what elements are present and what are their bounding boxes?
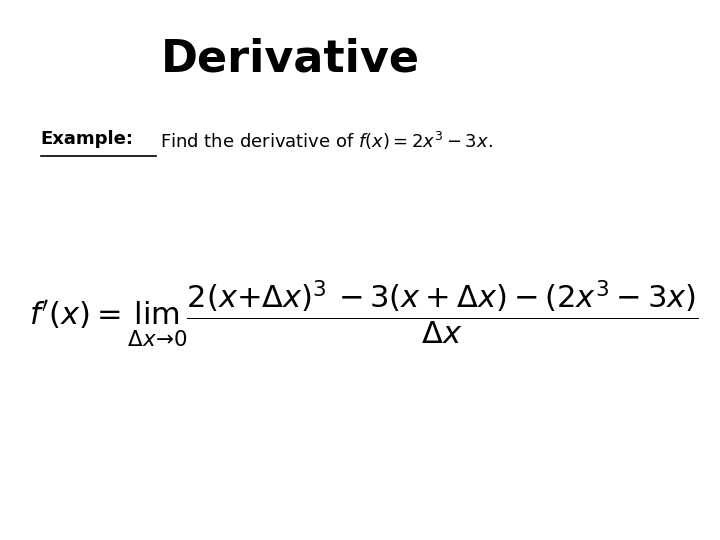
Text: Find the derivative of $f(x) = 2x^3 - 3x.$: Find the derivative of $f(x) = 2x^3 - 3x… [160, 130, 492, 152]
Text: $f^{\prime}(x) = \lim_{\Delta x \to 0} \dfrac{2(x+\Delta x)^3 - 3(x + \Delta x) : $f^{\prime}(x) = \lim_{\Delta x \to 0} \… [29, 278, 698, 348]
Text: Example:: Example: [40, 130, 134, 147]
Text: Derivative: Derivative [161, 38, 420, 81]
